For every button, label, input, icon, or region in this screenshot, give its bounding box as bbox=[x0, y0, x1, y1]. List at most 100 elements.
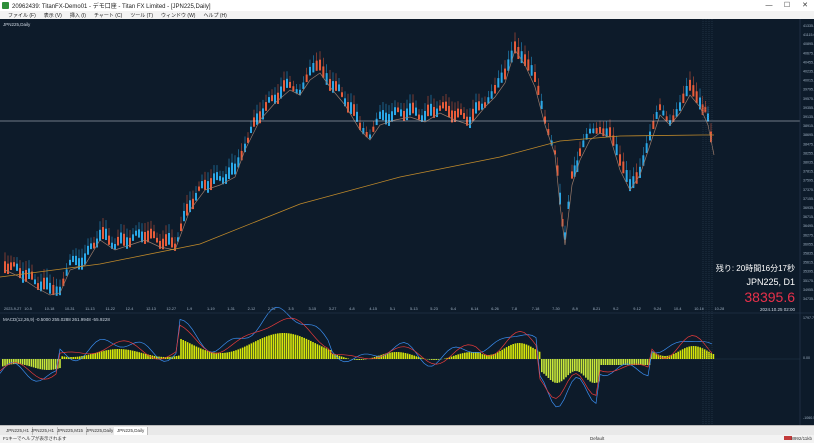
tab-jpn225-m15[interactable]: JPN225,M15 bbox=[54, 427, 88, 435]
candle-body bbox=[111, 242, 113, 249]
osc-histogram-bar bbox=[230, 351, 233, 359]
menu-chart[interactable]: チャート (C) bbox=[93, 13, 123, 19]
date-tick-label: 11-22 bbox=[106, 307, 115, 311]
price-tick-label: 36935.0 bbox=[803, 206, 814, 210]
candle-body bbox=[144, 232, 146, 244]
candle-body bbox=[421, 115, 423, 122]
candle-body bbox=[216, 172, 218, 181]
osc-histogram-bar bbox=[92, 353, 94, 359]
tab-jpn225-daily-a[interactable]: JPN225,Daily bbox=[83, 427, 118, 435]
candle-body bbox=[237, 157, 240, 168]
candle-body bbox=[487, 97, 490, 104]
osc-histogram-bar bbox=[664, 355, 666, 359]
osc-histogram-bar bbox=[184, 341, 187, 359]
maximize-button[interactable]: ☐ bbox=[783, 2, 791, 9]
osc-tick-label: -1060.5 bbox=[803, 416, 814, 420]
candle-body bbox=[707, 113, 709, 122]
osc-histogram-bar bbox=[494, 353, 497, 359]
menu-window[interactable]: ウィンドウ (W) bbox=[161, 13, 196, 19]
chart-area[interactable]: JPN225,Daily 41335.0 41115.0 40895.0 40675.… bbox=[0, 19, 814, 425]
date-tick-label: 1-31 bbox=[227, 307, 235, 311]
osc-histogram-bar bbox=[266, 336, 268, 359]
price-tick-label: 35175.0 bbox=[803, 279, 814, 283]
minimize-button[interactable]: — bbox=[765, 2, 773, 9]
osc-histogram-bar bbox=[74, 356, 77, 359]
osc-histogram-bar bbox=[391, 352, 393, 359]
osc-histogram-bar bbox=[149, 355, 151, 359]
osc-histogram-bar bbox=[257, 340, 259, 359]
osc-histogram-bar bbox=[72, 356, 74, 359]
osc-histogram-bar bbox=[637, 359, 640, 365]
candle-body bbox=[65, 269, 68, 276]
candle-body bbox=[665, 116, 668, 121]
candle-body bbox=[84, 253, 86, 265]
candle-body bbox=[19, 268, 21, 279]
candle-body bbox=[695, 91, 698, 104]
candle-body bbox=[567, 201, 570, 209]
menu-tools[interactable]: ツール (T) bbox=[130, 13, 154, 19]
osc-histogram-bar bbox=[569, 359, 572, 374]
osc-histogram-bar bbox=[578, 359, 580, 372]
candle-body bbox=[207, 181, 209, 193]
menu-insert[interactable]: 挿入 (I) bbox=[69, 13, 86, 19]
candle-body bbox=[537, 85, 540, 95]
candle-body bbox=[582, 140, 585, 148]
osc-histogram-bar bbox=[222, 352, 224, 359]
candle-body bbox=[517, 46, 520, 59]
osc-histogram-bar bbox=[668, 355, 671, 359]
osc-histogram-bar bbox=[321, 346, 323, 359]
price-tick-label: 36055.0 bbox=[803, 242, 814, 246]
tab-jpn225-h1-a[interactable]: JPN225,H1 bbox=[3, 427, 34, 435]
osc-histogram-bar bbox=[252, 342, 255, 359]
close-button[interactable]: ✕ bbox=[802, 2, 808, 9]
osc-histogram-bar bbox=[279, 333, 281, 359]
osc-histogram-bar bbox=[527, 345, 530, 359]
osc-histogram-bar bbox=[431, 359, 433, 360]
osc-histogram-bar bbox=[626, 359, 629, 365]
connection-icon bbox=[784, 436, 792, 440]
candle-body bbox=[418, 114, 420, 120]
candle-body bbox=[527, 59, 530, 71]
price-tick-label: 41115.0 bbox=[803, 33, 814, 37]
price-tick-label: 37155.0 bbox=[803, 197, 814, 201]
osc-histogram-bar bbox=[470, 352, 473, 359]
candle-body bbox=[120, 232, 122, 244]
osc-histogram-bar bbox=[512, 344, 514, 359]
osc-histogram-bar bbox=[604, 359, 607, 365]
price-chart[interactable]: JPN225,Daily 41335.0 41115.0 40895.0 40675.… bbox=[0, 19, 814, 425]
menu-help[interactable]: ヘルプ (H) bbox=[203, 13, 227, 19]
osc-histogram-bar bbox=[248, 344, 250, 359]
osc-histogram-bar bbox=[602, 359, 605, 365]
osc-histogram-bar bbox=[195, 346, 198, 359]
candle-body bbox=[497, 78, 500, 88]
osc-histogram-bar bbox=[354, 359, 356, 360]
candle-body bbox=[356, 111, 358, 122]
osc-histogram-bar bbox=[670, 354, 673, 359]
osc-histogram-bar bbox=[226, 352, 228, 359]
candle-body bbox=[540, 100, 543, 110]
osc-histogram-bar bbox=[134, 351, 136, 359]
candle-body bbox=[262, 108, 264, 120]
candle-body bbox=[114, 243, 116, 250]
osc-histogram-bar bbox=[395, 352, 398, 359]
menu-view[interactable]: 表示 (V) bbox=[43, 13, 62, 19]
candle-body bbox=[629, 179, 631, 192]
tab-jpn225-h1-b[interactable]: JPN225,H1 bbox=[28, 427, 59, 435]
candle-body bbox=[424, 110, 426, 121]
osc-histogram-bar bbox=[219, 352, 222, 359]
osc-histogram-bar bbox=[332, 353, 334, 359]
osc-histogram-bar bbox=[519, 343, 521, 359]
osc-histogram-bar bbox=[292, 334, 294, 359]
candle-body bbox=[31, 271, 33, 280]
candle-body bbox=[231, 162, 233, 175]
osc-histogram-bar bbox=[541, 359, 543, 373]
candle-body bbox=[55, 286, 58, 296]
date-tick-label: 9-12 bbox=[633, 307, 641, 311]
osc-histogram-bar bbox=[459, 353, 462, 359]
osc-histogram-bar bbox=[235, 350, 237, 359]
tab-jpn225-daily-b[interactable]: JPN225,Daily bbox=[114, 427, 149, 435]
osc-histogram-bar bbox=[585, 359, 587, 378]
osc-histogram-bar bbox=[688, 346, 690, 359]
osc-histogram-bar bbox=[640, 359, 642, 365]
menu-file[interactable]: ファイル (F) bbox=[8, 13, 36, 19]
